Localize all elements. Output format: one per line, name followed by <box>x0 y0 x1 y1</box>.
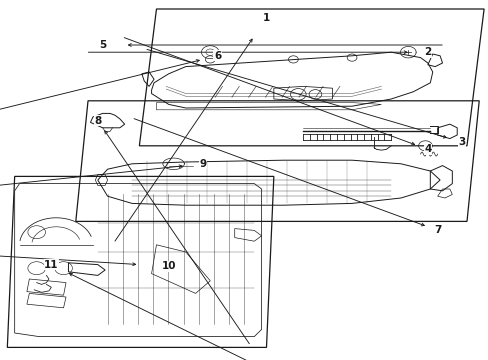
Text: 8: 8 <box>94 116 101 126</box>
Text: 7: 7 <box>433 225 441 235</box>
Text: 2: 2 <box>424 47 430 57</box>
Text: 9: 9 <box>199 159 206 169</box>
Text: 1: 1 <box>263 13 269 23</box>
Text: 10: 10 <box>161 261 176 271</box>
Text: 6: 6 <box>214 51 221 61</box>
Text: 3: 3 <box>458 137 465 147</box>
Text: 11: 11 <box>44 260 59 270</box>
Text: 4: 4 <box>423 144 431 154</box>
Text: 5: 5 <box>99 40 106 50</box>
